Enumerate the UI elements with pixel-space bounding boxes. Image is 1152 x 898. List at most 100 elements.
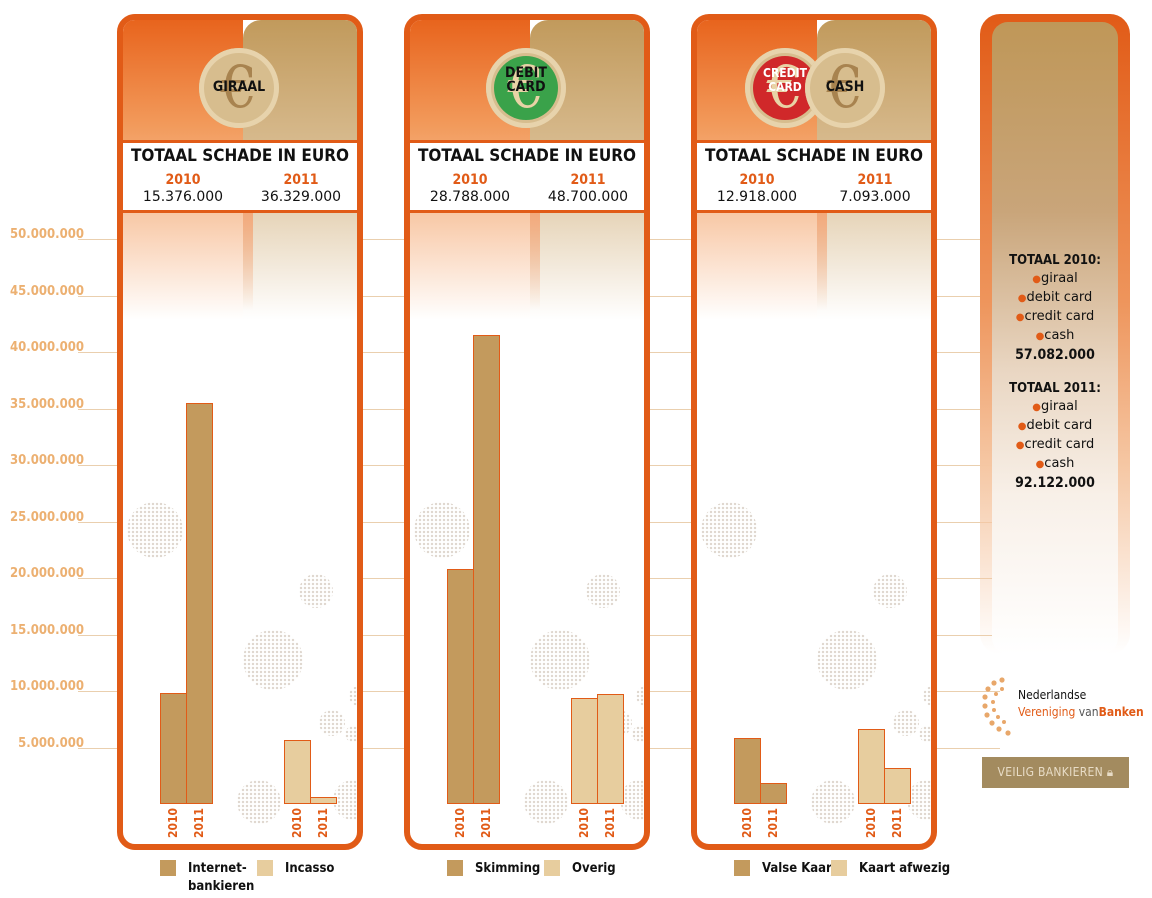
year-label: 2010 <box>739 172 775 188</box>
year-totals: 2010 12.918.000 2011 7.093.000 <box>697 172 931 213</box>
year-value: 15.376.000 <box>142 189 224 205</box>
logo-word-vereniging: Vereniging <box>1018 705 1076 719</box>
dotted-circle-decoration <box>243 630 303 690</box>
year-value: 12.918.000 <box>716 189 798 205</box>
legend-item: Internet-bankieren <box>160 860 254 896</box>
veilig-bankieren-badge: VEILIG BANKIEREN 🔒︎ <box>982 757 1129 788</box>
legend-swatch <box>160 860 176 876</box>
logo-word-banken: Banken <box>1098 705 1144 719</box>
bar-kaart-afwezig-2010 <box>858 729 885 804</box>
bar-internet-bankieren-2011 <box>186 402 213 804</box>
x-tick-label: 2011 <box>890 807 904 838</box>
y-tick-label: 10.000.000 <box>10 679 84 694</box>
legend-item: Incasso <box>257 860 334 878</box>
x-tick-label: 2011 <box>316 807 330 838</box>
legend-swatch <box>734 860 750 876</box>
dotted-circle-decoration <box>636 686 644 706</box>
bar-internet-bankieren-2010 <box>160 693 187 804</box>
dotted-circle-decoration <box>524 780 568 824</box>
year-total-2011: 2011 48.700.000 <box>528 172 644 206</box>
x-tick-label: 2010 <box>577 807 591 838</box>
dotted-circle-decoration <box>319 710 345 736</box>
year-total-2011: 2011 7.093.000 <box>815 172 931 206</box>
legend-label: Internet- <box>188 861 247 876</box>
year-total-2011: 2011 36.329.000 <box>241 172 357 206</box>
year-label: 2011 <box>857 172 893 188</box>
coin-label: CASH <box>825 79 865 95</box>
year-value: 36.329.000 <box>260 189 342 205</box>
total-2010-title: TOTAAL 2010 <box>1009 253 1097 268</box>
coin-label: DEBIT CARD <box>486 66 566 94</box>
legend-item: Valse Kaart <box>734 860 837 878</box>
bar-overig-2011 <box>597 694 624 804</box>
total-2010-item: giraal <box>1040 271 1078 286</box>
lock-icon: 🔒︎ <box>1106 765 1114 779</box>
dotted-circle-decoration <box>333 780 357 820</box>
euro-coin-icon: € GIRAAL <box>199 48 279 128</box>
coin-label-line1: DEBIT <box>505 65 547 81</box>
legend-item: Overig <box>544 860 616 878</box>
year-value: 7.093.000 <box>839 189 911 205</box>
legend-label-line2: bankieren <box>188 879 255 894</box>
logo-line2: Vereniging vanBanken <box>1018 705 1144 719</box>
legend-label: Incasso <box>285 861 335 876</box>
total-2011-item: giraal <box>1040 399 1078 414</box>
coin-label-line2: CARD <box>506 79 546 95</box>
bar-incasso-2011 <box>310 797 337 804</box>
dotted-circle-decoration <box>299 574 333 608</box>
year-total-2010: 2010 12.918.000 <box>697 172 817 206</box>
total-2011-title: TOTAAL 2011 <box>1009 381 1097 396</box>
legend-label: Kaart afwezig <box>859 861 951 876</box>
coin-label: GIRAAL <box>212 79 266 95</box>
total-2011-item: cash <box>1044 456 1075 471</box>
year-totals: 2010 28.788.000 2011 48.700.000 <box>410 172 644 213</box>
x-tick-label: 2011 <box>192 807 206 838</box>
dotted-circle-decoration <box>907 780 931 820</box>
legend-swatch <box>831 860 847 876</box>
logo-word-van: van <box>1078 705 1099 719</box>
badge-text: VEILIG BANKIEREN <box>997 765 1104 779</box>
x-tick-label: 2010 <box>453 807 467 838</box>
dotted-circle-decoration <box>811 780 855 824</box>
total-2010-item: cash <box>1044 328 1075 343</box>
total-2010-value: 57.082.000 <box>1015 347 1095 363</box>
dotted-circle-decoration <box>893 710 919 736</box>
coin-label-line1: CREDIT <box>763 66 807 80</box>
dotted-circle-decoration <box>923 686 931 706</box>
x-tick-label: 2011 <box>479 807 493 838</box>
year-total-2010: 2010 28.788.000 <box>410 172 530 206</box>
dotted-circle-decoration <box>345 726 357 742</box>
dotted-circle-decoration <box>632 726 644 742</box>
total-2010-item: debit card <box>1026 290 1093 305</box>
total-2011-value: 92.122.000 <box>1015 475 1095 491</box>
y-tick-label: 5.000.000 <box>18 735 84 751</box>
year-value: 28.788.000 <box>429 189 511 205</box>
euro-coin-icon: € CASH <box>805 48 885 128</box>
dotted-circle-decoration <box>701 502 757 558</box>
bar-skimming-2011 <box>473 335 500 804</box>
nvb-logo: Nederlandse Vereniging vanBanken <box>982 676 1144 736</box>
x-tick-label: 2011 <box>603 807 617 838</box>
euro-coin-icon: € DEBIT CARD <box>486 48 566 128</box>
totaal-header-text: TOTAAL SCHADE IN EURO <box>417 146 637 166</box>
dotted-circle-decoration <box>237 780 281 824</box>
totals-sidebar <box>980 14 1130 654</box>
total-2011-item: credit card <box>1024 437 1095 452</box>
legend-swatch <box>257 860 273 876</box>
year-total-2010: 2010 15.376.000 <box>123 172 243 206</box>
logo-line1: Nederlandse <box>1018 688 1087 702</box>
coin-label-line2: CARD <box>768 80 802 94</box>
legend-swatch <box>447 860 463 876</box>
x-tick-label: 2010 <box>740 807 754 838</box>
y-tick-label: 45.000.000 <box>10 283 84 299</box>
x-tick-label: 2010 <box>290 807 304 838</box>
dotted-circle-decoration <box>127 502 183 558</box>
total-2010-item: credit card <box>1024 309 1095 324</box>
dotted-circle-decoration <box>414 502 470 558</box>
bar-incasso-2010 <box>284 739 311 804</box>
year-label: 2010 <box>165 172 201 188</box>
bar-skimming-2010 <box>447 568 474 804</box>
legend-item: Skimming <box>447 860 540 878</box>
dotted-circle-decoration <box>586 574 620 608</box>
year-value: 48.700.000 <box>547 189 629 205</box>
